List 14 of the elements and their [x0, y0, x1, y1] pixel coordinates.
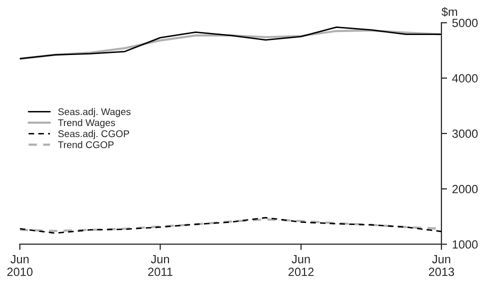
- x-tick-label: Jun 2012: [288, 255, 314, 276]
- legend-label: Trend Wages: [58, 119, 116, 128]
- y-tick-label: 1000: [452, 240, 478, 249]
- y-tick-label: 3000: [452, 130, 478, 138]
- y-tick-label: 4000: [452, 74, 478, 82]
- x-tick-label: Jun 2013: [428, 255, 454, 276]
- x-tick-label: Jun 2010: [7, 255, 33, 276]
- x-tick-label: Jun 2011: [148, 255, 172, 276]
- y-tick-label: 5000: [452, 18, 478, 28]
- legend-label: Trend CGOP: [58, 141, 114, 148]
- y-tick-label: 2000: [452, 184, 478, 194]
- y-axis-title: $m: [442, 7, 458, 17]
- legend-label: Seas.adj. Wages: [58, 108, 131, 118]
- legend-label: Seas.adj. CGOP: [58, 130, 130, 140]
